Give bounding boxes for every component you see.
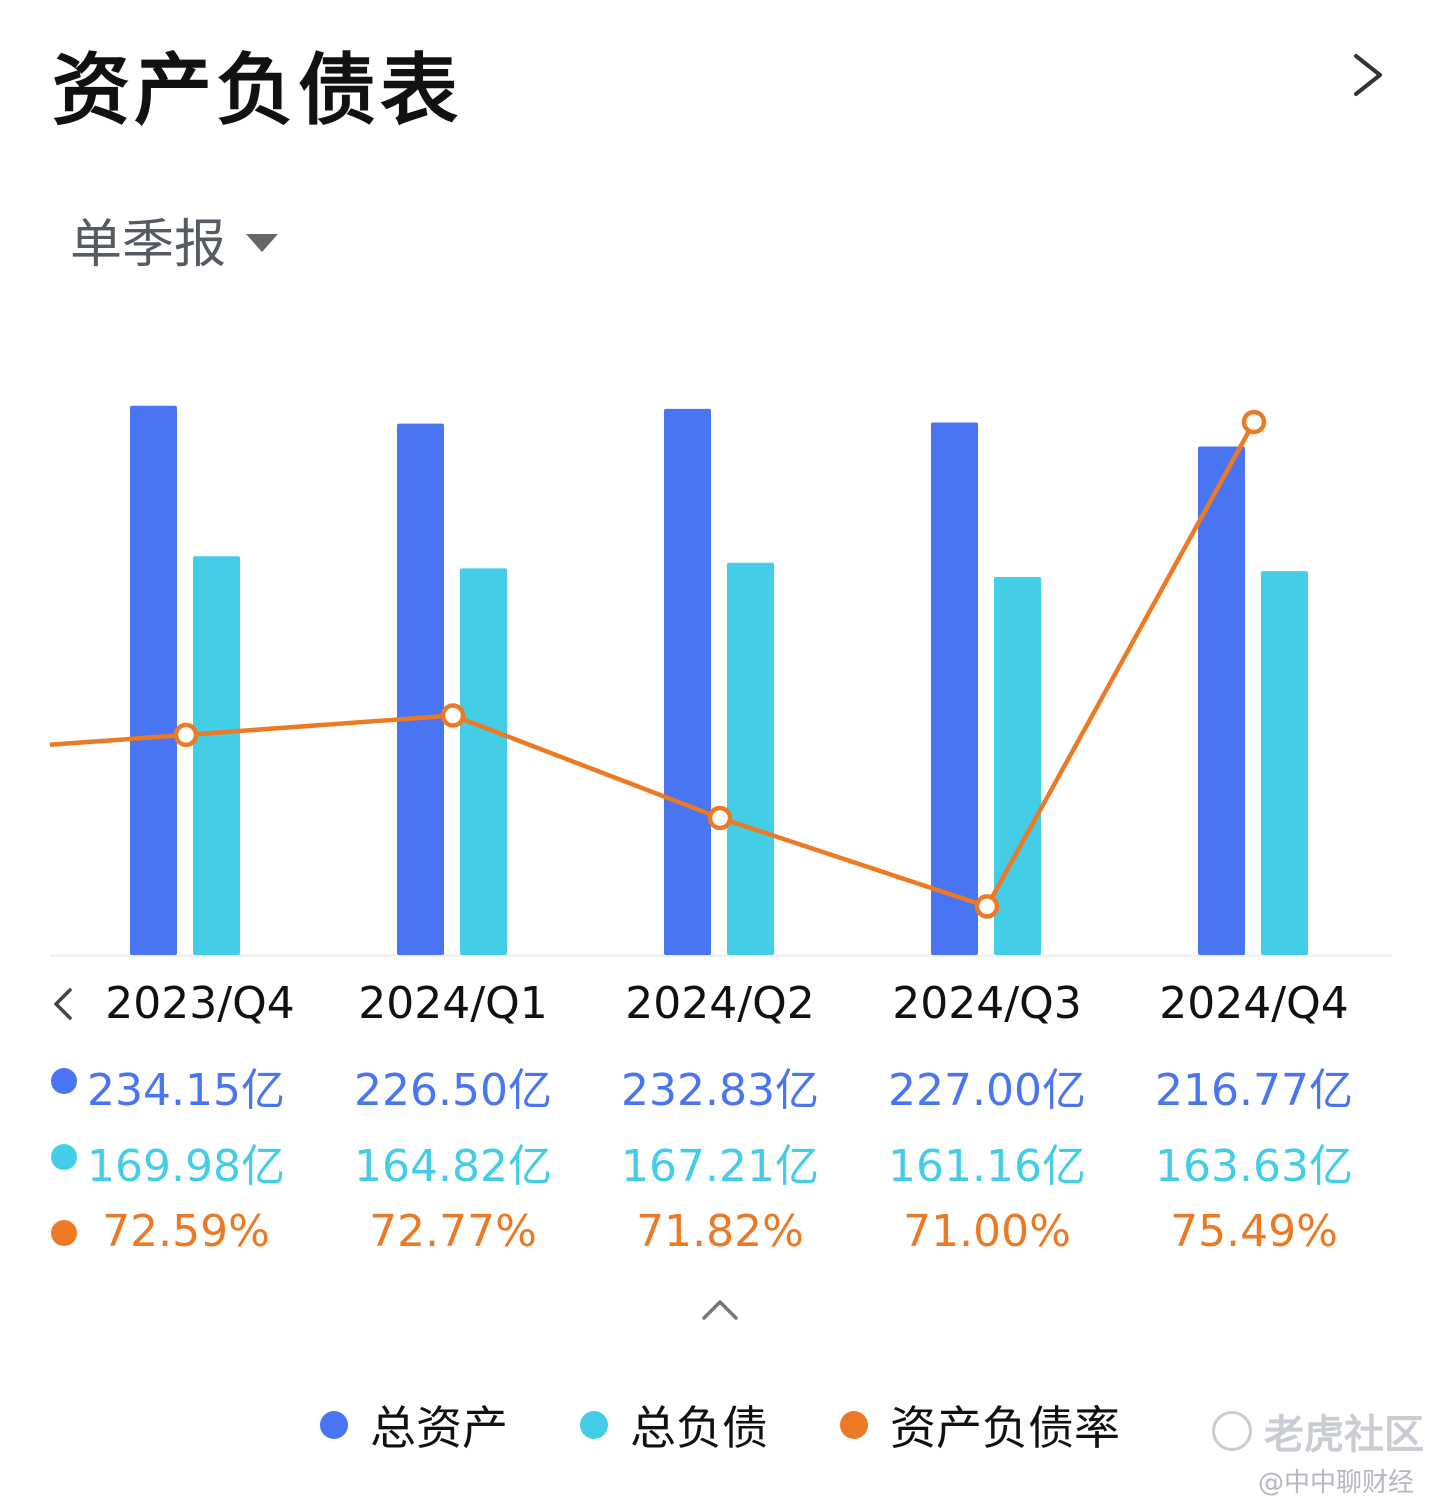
chevron-up-icon[interactable] [700,1296,740,1322]
debt-ratio-row: 72.59% 72.77% 71.82% 71.00% 75.49% [0,1206,1440,1276]
period-selector-label: 单季报 [70,215,227,275]
legend-item-total-liabilities[interactable]: 总负债 [580,1392,768,1458]
total-assets-dot [51,1068,77,1094]
total-liabilities-value: 167.21亿 [621,1141,819,1192]
total-assets-value: 232.83亿 [621,1065,819,1116]
debt-ratio-value: 75.49% [1170,1206,1338,1257]
total-assets-value: 216.77亿 [1155,1065,1353,1116]
chevron-left-icon[interactable] [50,986,76,1022]
total-assets-value: 226.50亿 [354,1065,552,1116]
ratio-point[interactable] [440,703,466,728]
bar-total-liabilities[interactable] [193,556,240,955]
legend-label: 总负债 [630,1401,768,1455]
period-selector[interactable]: 单季报 [70,202,279,277]
debt-ratio-dot [51,1220,77,1246]
chart-legend: 总资产 总负债 资产负债率 [0,1392,1440,1455]
watermark-brand: 老虎社区 [1212,1402,1424,1460]
bar-total-liabilities[interactable] [727,562,774,955]
debt-ratio-value: 71.00% [903,1206,1071,1257]
total-assets-row: 234.15亿 226.50亿 232.83亿 227.00亿 216.77亿 [0,1054,1440,1124]
total-assets-value: 227.00亿 [888,1065,1086,1116]
total-assets-value: 234.15亿 [87,1065,285,1116]
page-title: 资产负债表 [52,46,463,136]
category-label[interactable]: 2023/Q4 [105,978,295,1029]
bar-total-assets[interactable] [931,422,978,955]
bar-total-liabilities[interactable] [460,568,507,955]
legend-label: 资产负债率 [890,1401,1120,1455]
caret-down-icon [246,233,279,252]
total-liabilities-row: 169.98亿 164.82亿 167.21亿 161.16亿 163.63亿 [0,1130,1440,1200]
balance-sheet-chart [49,405,1392,957]
bar-total-assets[interactable] [130,405,177,955]
legend-item-total-assets[interactable]: 总资产 [320,1392,508,1458]
category-label[interactable]: 2024/Q2 [625,978,815,1029]
category-label[interactable]: 2024/Q1 [358,978,548,1029]
category-label[interactable]: 2024/Q3 [892,978,1082,1029]
total-liabilities-value: 163.63亿 [1155,1141,1353,1192]
total-liabilities-value: 161.16亿 [888,1141,1086,1192]
legend-label: 总资产 [370,1401,508,1455]
total-liabilities-value: 164.82亿 [354,1141,552,1192]
bar-total-liabilities[interactable] [1261,571,1308,955]
legend-dot [840,1411,868,1439]
total-liabilities-value: 169.98亿 [87,1141,285,1192]
debt-ratio-value: 72.59% [102,1206,270,1257]
tiger-logo-icon [1212,1411,1252,1451]
ratio-line [49,420,1256,909]
total-liabilities-dot [51,1144,77,1170]
bar-total-assets[interactable] [664,408,711,956]
ratio-point[interactable] [974,894,1000,919]
legend-item-debt-ratio[interactable]: 资产负债率 [840,1392,1120,1458]
ratio-point[interactable] [707,805,733,831]
debt-ratio-value: 72.77% [369,1206,537,1257]
bar-total-assets[interactable] [397,423,444,955]
category-label[interactable]: 2024/Q4 [1159,978,1349,1029]
bar-total-assets[interactable] [1198,446,1245,955]
ratio-point[interactable] [173,722,199,748]
legend-dot [320,1411,348,1439]
chevron-right-icon[interactable] [1346,50,1390,100]
watermark-author: @中中聊财经 [1258,1468,1415,1498]
category-row: 2023/Q4 2024/Q1 2024/Q2 2024/Q3 2024/Q4 [0,978,1440,1048]
debt-ratio-value: 71.82% [636,1206,804,1257]
ratio-point[interactable] [1241,409,1267,435]
legend-dot [580,1411,608,1439]
bar-total-liabilities[interactable] [994,576,1041,955]
watermark-brand-text: 老虎社区 [1264,1412,1424,1458]
